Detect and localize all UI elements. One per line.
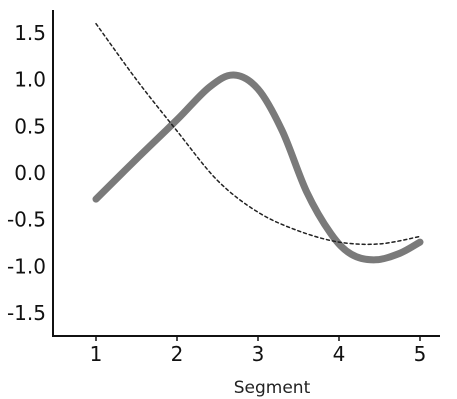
- x-tick-label: 3: [252, 342, 265, 366]
- series-line-solid: [92, 71, 424, 264]
- y-tick-label: -1.5: [7, 301, 46, 325]
- x-tick-label: 5: [414, 342, 427, 366]
- y-tick-label: 1.0: [14, 68, 46, 92]
- y-tick-label: 0.0: [14, 161, 46, 185]
- y-tick-label: -0.5: [7, 208, 46, 232]
- y-tick-label: 1.5: [14, 21, 46, 45]
- x-axis-title: Segment: [234, 378, 311, 398]
- series-layer: [92, 22, 424, 264]
- y-tick-label: 0.5: [14, 114, 46, 138]
- labels-layer: 1.5 1.0 0.5 0.0 -0.5 -1.0 -1.5 1 2 3 4 5 Segment: [7, 21, 426, 398]
- y-tick-label: -1.0: [7, 254, 46, 278]
- axes: [52, 10, 440, 341]
- x-tick-label: 2: [171, 342, 184, 366]
- x-tick-label: 4: [333, 342, 346, 366]
- series-line-dashed: [95, 22, 421, 246]
- x-tick-label: 1: [90, 342, 103, 366]
